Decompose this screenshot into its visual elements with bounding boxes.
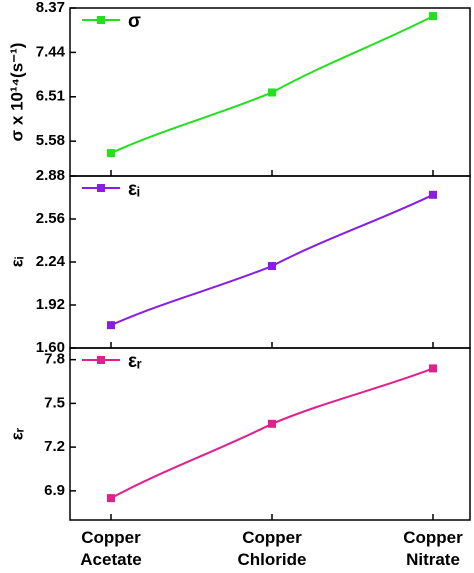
y-tick-label: 7.5 — [44, 394, 65, 411]
legend-marker — [97, 356, 105, 364]
plot-frame — [69, 347, 471, 521]
data-point — [107, 494, 115, 503]
y-tick-label: 7.44 — [36, 43, 66, 60]
y-tick-label: 8.37 — [36, 0, 65, 16]
data-point — [107, 149, 115, 158]
y-tick-label: 2.88 — [36, 167, 65, 184]
series-line — [110, 193, 434, 327]
y-tick-label: 7.8 — [44, 351, 65, 368]
data-point — [429, 364, 437, 373]
data-point — [268, 419, 276, 428]
y-axis-label: εᵢ — [7, 257, 26, 267]
legend-label: σ — [128, 11, 141, 32]
data-point — [268, 88, 276, 97]
y-axis-label: σ x 10¹⁴(s⁻¹) — [7, 43, 26, 142]
data-point — [107, 321, 115, 330]
series-line — [110, 15, 434, 155]
data-point — [268, 262, 276, 271]
x-tick-label: Copper Nitrate — [403, 528, 463, 569]
y-tick-label: 6.51 — [36, 88, 65, 105]
legend-label: εᵣ — [128, 351, 142, 372]
legend-marker — [97, 16, 105, 24]
data-point — [429, 190, 437, 199]
y-tick-label: 2.24 — [36, 253, 66, 270]
y-tick-label: 2.56 — [36, 210, 65, 227]
y-axis-label: εᵣ — [7, 428, 26, 440]
legend-marker — [97, 184, 105, 192]
plot-frame — [69, 175, 471, 349]
x-tick-label: Copper Chloride — [237, 528, 307, 569]
y-tick-label: 1.92 — [36, 296, 65, 313]
legend-label: εᵢ — [128, 179, 140, 200]
data-point — [429, 12, 437, 21]
y-tick-label: 7.2 — [44, 438, 65, 455]
y-tick-label: 1.60 — [36, 339, 65, 356]
y-tick-label: 6.9 — [44, 482, 65, 499]
series-line — [110, 367, 434, 500]
x-tick-label: Copper Acetate — [80, 528, 142, 569]
y-tick-label: 5.58 — [36, 132, 65, 149]
